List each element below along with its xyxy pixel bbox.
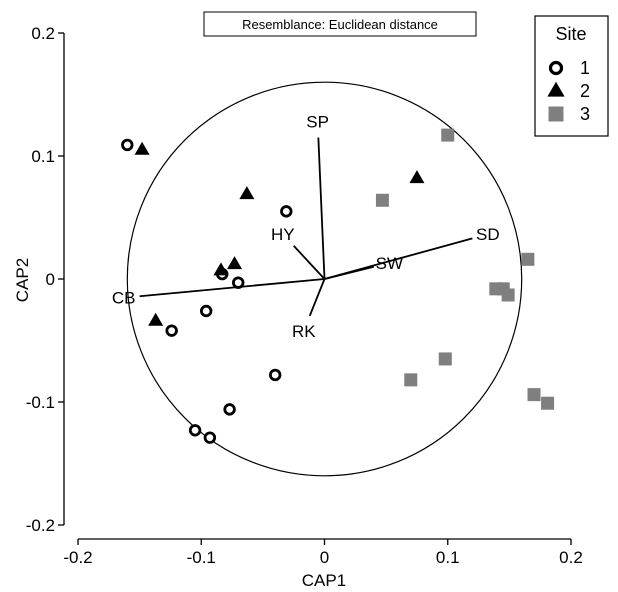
- x-tick-label: 0.2: [559, 548, 583, 567]
- y-tick-label: -0.2: [26, 516, 55, 535]
- correlation-circle-layer: [126, 81, 523, 477]
- site-1-point: [280, 205, 293, 218]
- x-tick-label: -0.1: [187, 548, 216, 567]
- site-1-point: [188, 424, 202, 437]
- site-1-point: [269, 368, 282, 382]
- site-3-point: [438, 352, 452, 366]
- site-3-point: [441, 128, 455, 142]
- vector-label-hy: HY: [271, 225, 295, 244]
- y-tick-label: 0: [46, 270, 55, 289]
- vector-rk: [308, 278, 326, 317]
- vector-label-rk: RK: [292, 322, 316, 341]
- site-2-point: [227, 256, 243, 270]
- vectors-layer: SP SD SW HY CB RK: [112, 113, 500, 341]
- site-3-point: [501, 288, 515, 302]
- legend-marker-site-2: [547, 81, 565, 97]
- x-tick-label: 0: [320, 548, 329, 567]
- legend-title: Site: [555, 24, 586, 44]
- site-1-point: [199, 304, 213, 318]
- legend: Site 1 2 3: [534, 15, 609, 137]
- vector-label-sd: SD: [476, 225, 500, 244]
- vector-label-sw: SW: [376, 254, 403, 273]
- site-3-point: [404, 373, 418, 387]
- correlation-circle: [126, 81, 523, 477]
- annotation-text: Resemblance: Euclidean distance: [242, 17, 438, 32]
- y-tick-label: -0.1: [26, 393, 55, 412]
- vector-label-sp: SP: [306, 113, 329, 132]
- annotation-frame: [203, 11, 477, 37]
- x-tick-label: 0.1: [436, 548, 460, 567]
- site-1-point: [165, 324, 178, 337]
- legend-entries: 1 2 3: [547, 58, 590, 124]
- vector-sw: [324, 265, 375, 280]
- vector-sp: [317, 137, 326, 280]
- axes: -0.2 -0.1 0 0.1 0.2 -0.2 -0.1 0 0.1 0.2: [26, 24, 583, 567]
- points-layer: [121, 128, 555, 444]
- legend-marker-site-1: [548, 60, 564, 76]
- site-2-point: [148, 312, 164, 326]
- vector-label-cb: CB: [112, 289, 136, 308]
- y-axis-title: CAP2: [13, 258, 32, 302]
- site-3-point: [521, 252, 535, 266]
- legend-label-site-2: 2: [580, 81, 590, 101]
- site-2-point: [213, 262, 229, 276]
- legend-label-site-3: 3: [580, 104, 590, 124]
- site-2-point: [409, 170, 425, 184]
- y-tick-label: 0.2: [31, 24, 55, 43]
- site-1-point: [223, 403, 236, 416]
- annotation-box: Resemblance: Euclidean distance: [203, 11, 477, 37]
- y-tick-label: 0.1: [31, 147, 55, 166]
- vector-cb: [139, 278, 325, 298]
- legend-label-site-1: 1: [580, 58, 590, 78]
- vector-hy: [293, 245, 326, 280]
- site-3-point: [375, 193, 389, 207]
- site-3-point: [527, 388, 541, 402]
- x-tick-label: -0.2: [63, 548, 92, 567]
- site-1-point: [232, 276, 245, 289]
- legend-frame: [534, 15, 609, 137]
- site-3-point: [541, 396, 555, 410]
- site-2-point: [134, 141, 150, 155]
- legend-marker-site-3: [548, 106, 564, 122]
- x-axis-title: CAP1: [302, 571, 346, 590]
- site-2-point: [239, 186, 255, 200]
- site-1-point: [203, 431, 217, 444]
- site-1-point: [121, 138, 134, 152]
